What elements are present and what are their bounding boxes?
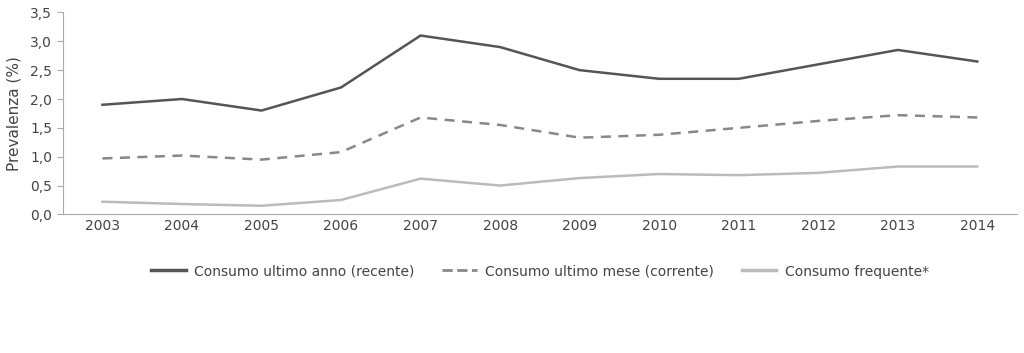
Consumo ultimo mese (corrente)	[971, 115, 983, 120]
Consumo ultimo mese (corrente)	[892, 113, 904, 117]
Legend: Consumo ultimo anno (recente), Consumo ultimo mese (corrente), Consumo frequente: Consumo ultimo anno (recente), Consumo u…	[145, 259, 935, 284]
Consumo frequente*	[176, 202, 188, 206]
Consumo ultimo anno (recente)	[732, 77, 744, 81]
Consumo ultimo mese (corrente)	[812, 119, 824, 123]
Line: Consumo frequente*: Consumo frequente*	[102, 167, 977, 206]
Consumo frequente*	[892, 164, 904, 169]
Consumo ultimo anno (recente)	[653, 77, 666, 81]
Consumo ultimo anno (recente)	[573, 68, 586, 72]
Consumo ultimo anno (recente)	[255, 108, 267, 113]
Consumo frequente*	[96, 199, 109, 204]
Consumo ultimo anno (recente)	[335, 85, 347, 90]
Line: Consumo ultimo anno (recente): Consumo ultimo anno (recente)	[102, 36, 977, 110]
Consumo frequente*	[573, 176, 586, 180]
Consumo ultimo anno (recente)	[971, 59, 983, 64]
Consumo ultimo anno (recente)	[415, 34, 427, 38]
Y-axis label: Prevalenza (%): Prevalenza (%)	[7, 56, 22, 171]
Consumo ultimo mese (corrente)	[255, 157, 267, 162]
Consumo frequente*	[335, 198, 347, 202]
Consumo ultimo anno (recente)	[892, 48, 904, 52]
Consumo ultimo anno (recente)	[494, 45, 506, 49]
Consumo ultimo mese (corrente)	[96, 156, 109, 161]
Consumo ultimo anno (recente)	[812, 62, 824, 66]
Consumo ultimo mese (corrente)	[732, 126, 744, 130]
Consumo ultimo mese (corrente)	[494, 123, 506, 127]
Consumo frequente*	[653, 172, 666, 176]
Consumo ultimo mese (corrente)	[415, 115, 427, 120]
Consumo ultimo mese (corrente)	[176, 154, 188, 158]
Consumo frequente*	[415, 176, 427, 181]
Consumo frequente*	[732, 173, 744, 177]
Consumo ultimo mese (corrente)	[335, 150, 347, 154]
Consumo frequente*	[255, 204, 267, 208]
Line: Consumo ultimo mese (corrente): Consumo ultimo mese (corrente)	[102, 115, 977, 160]
Consumo frequente*	[494, 184, 506, 188]
Consumo ultimo anno (recente)	[96, 103, 109, 107]
Consumo frequente*	[971, 164, 983, 169]
Consumo frequente*	[812, 171, 824, 175]
Consumo ultimo anno (recente)	[176, 97, 188, 101]
Consumo ultimo mese (corrente)	[653, 133, 666, 137]
Consumo ultimo mese (corrente)	[573, 136, 586, 140]
